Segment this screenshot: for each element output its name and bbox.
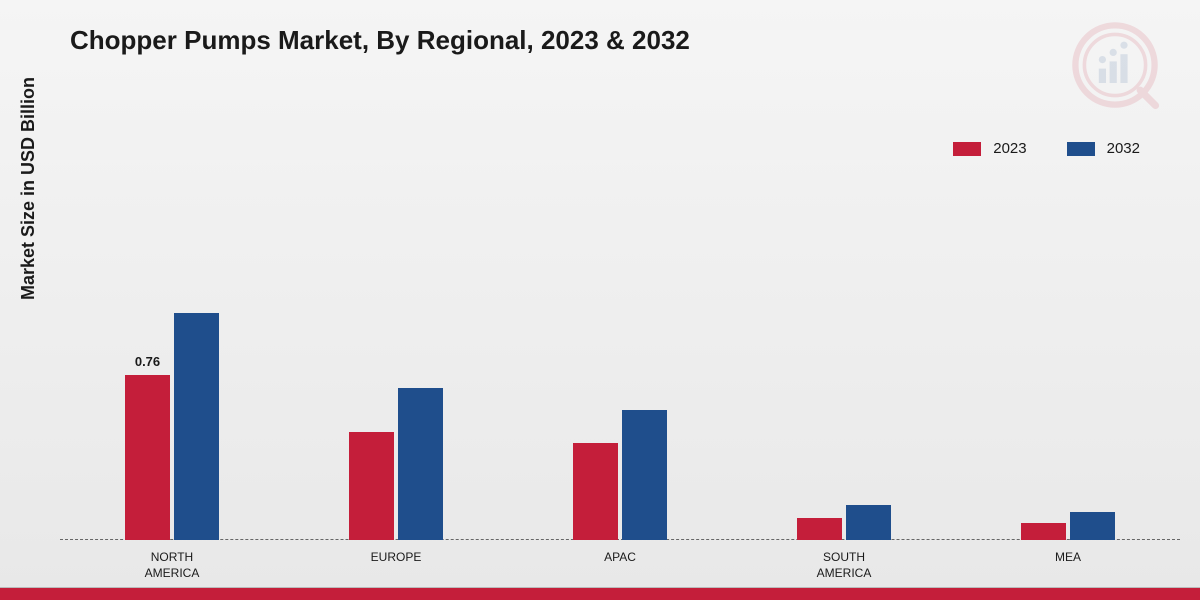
legend-swatch-2023: [953, 142, 981, 156]
bar: [797, 518, 842, 540]
legend: 2023 2032: [953, 140, 1140, 157]
legend-label-2023: 2023: [993, 140, 1026, 157]
bar-group: [797, 505, 891, 540]
bar: [125, 375, 170, 540]
plot-area: 0.76: [60, 280, 1180, 540]
watermark-logo: [1070, 20, 1160, 110]
x-axis-label: APAC: [604, 550, 636, 566]
bar: [398, 388, 443, 540]
bar: [174, 313, 219, 541]
bar: [846, 505, 891, 540]
chart-title: Chopper Pumps Market, By Regional, 2023 …: [70, 25, 690, 56]
value-label: 0.76: [135, 354, 160, 369]
bar-group: [573, 410, 667, 540]
x-axis-label: MEA: [1055, 550, 1081, 566]
bar: [1070, 512, 1115, 540]
bar-group: [125, 313, 219, 541]
bar: [1021, 523, 1066, 540]
bar: [573, 443, 618, 541]
x-axis-label: EUROPE: [371, 550, 422, 566]
bar: [349, 432, 394, 540]
bar-group: [1021, 512, 1115, 540]
chart-container: Chopper Pumps Market, By Regional, 2023 …: [0, 0, 1200, 600]
legend-label-2032: 2032: [1107, 140, 1140, 157]
bar: [622, 410, 667, 540]
x-axis-label: NORTHAMERICA: [145, 550, 200, 581]
y-axis-label: Market Size in USD Billion: [18, 77, 39, 300]
bar-group: [349, 388, 443, 540]
legend-swatch-2032: [1067, 142, 1095, 156]
footer-bar: [0, 588, 1200, 600]
legend-item-2023: 2023: [953, 140, 1026, 157]
legend-item-2032: 2032: [1067, 140, 1140, 157]
x-axis-label: SOUTHAMERICA: [817, 550, 872, 581]
